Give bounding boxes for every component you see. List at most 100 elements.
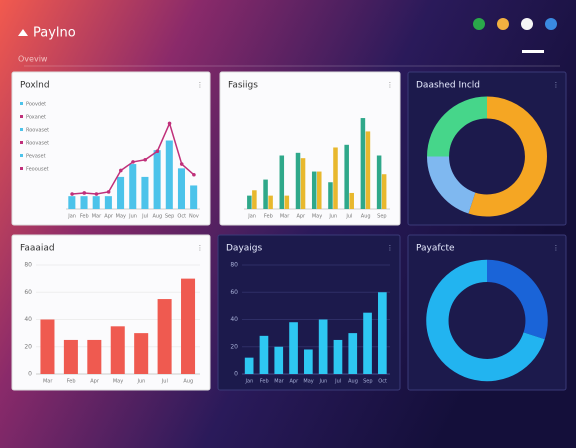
- y-tick-label: 40: [230, 316, 238, 323]
- panel-title: Poxlnd: [20, 81, 50, 91]
- x-tick-label: Jan: [67, 214, 76, 220]
- x-tick-label: Jun: [137, 379, 146, 385]
- legend-label: Pevaset: [26, 154, 46, 160]
- line-point: [179, 162, 184, 166]
- bar: [274, 346, 284, 374]
- x-tick-label: Jun: [328, 214, 337, 220]
- line-point: [94, 192, 99, 196]
- legend-label: Poxanet: [26, 115, 46, 121]
- y-tick-label: 60: [230, 289, 238, 296]
- bar: [363, 312, 372, 374]
- x-tick-label: Jul: [141, 214, 148, 220]
- x-tick-label: Mar: [280, 214, 290, 220]
- bar: [129, 164, 137, 209]
- y-tick-label: 40: [24, 316, 32, 323]
- legend-swatch: [20, 141, 23, 144]
- x-tick-label: Sep: [165, 214, 174, 220]
- bar: [333, 147, 338, 209]
- legend-swatch: [20, 115, 23, 118]
- y-tick-label: 20: [24, 343, 32, 350]
- x-tick-label: Aug: [152, 214, 162, 220]
- x-tick-label: Oct: [177, 214, 186, 220]
- legend-label: Feoouset: [26, 167, 49, 173]
- bar: [328, 182, 333, 209]
- bar: [141, 176, 149, 209]
- legend-swatch: [20, 167, 23, 170]
- x-tick-label: Apr: [90, 379, 100, 385]
- bar: [92, 196, 100, 209]
- line-point: [106, 190, 111, 194]
- icon[interactable]: [545, 18, 557, 30]
- x-tick-label: Aug: [361, 214, 371, 220]
- bar: [110, 326, 125, 374]
- y-tick-label: 20: [230, 343, 238, 350]
- bar: [117, 176, 125, 209]
- bar: [317, 171, 322, 209]
- line-point: [70, 192, 74, 196]
- bar: [365, 131, 371, 209]
- x-tick-label: Nov: [189, 214, 199, 220]
- x-tick-label: May: [116, 214, 126, 220]
- x-tick-label: Aug: [348, 379, 358, 385]
- toggle[interactable]: [522, 50, 544, 53]
- y-tick-label: 80: [230, 262, 238, 269]
- x-tick-label: Aug: [183, 379, 193, 385]
- bar: [289, 322, 298, 374]
- donut-segment: [468, 96, 547, 217]
- x-tick-label: Apr: [289, 379, 299, 385]
- x-tick-label: Mar: [274, 379, 284, 385]
- x-tick-label: Jun: [318, 379, 327, 385]
- menu-icon: ⋮: [197, 244, 204, 252]
- donut-segment: [486, 259, 548, 340]
- legend-swatch: [20, 102, 23, 105]
- x-tick-label: Feb: [80, 214, 89, 220]
- x-tick-label: Jan: [245, 379, 254, 385]
- menu-icon: ⋮: [553, 244, 560, 252]
- line-point: [143, 157, 147, 162]
- legend-label: Roovaset: [26, 141, 49, 147]
- bar: [165, 140, 173, 209]
- x-tick-label: Sep: [363, 379, 372, 385]
- bar: [378, 292, 387, 374]
- panel: [219, 71, 401, 226]
- icon[interactable]: [497, 18, 509, 30]
- menu-icon: ⋮: [553, 81, 560, 89]
- y-tick-label: 80: [24, 262, 32, 269]
- y-tick-label: 0: [28, 371, 32, 378]
- legend-label: Roovaset: [26, 128, 49, 134]
- line-point: [82, 191, 87, 195]
- x-tick-label: Jul: [345, 214, 352, 220]
- x-tick-label: Mar: [43, 379, 53, 385]
- bar: [284, 195, 290, 209]
- x-tick-label: May: [312, 214, 322, 220]
- donut-segment: [426, 259, 545, 382]
- x-tick-label: Jul: [334, 379, 341, 385]
- legend-swatch: [20, 154, 23, 157]
- x-tick-label: Jan: [247, 214, 256, 220]
- bar: [376, 155, 382, 209]
- bar: [190, 185, 198, 209]
- bar: [263, 179, 268, 209]
- icon[interactable]: [473, 18, 485, 30]
- x-tick-label: May: [113, 379, 123, 385]
- bar: [344, 144, 349, 209]
- bar: [63, 339, 78, 374]
- bar: [80, 196, 88, 209]
- bar: [177, 168, 186, 209]
- bar: [259, 335, 269, 374]
- panel-title: Faaaiad: [20, 244, 55, 254]
- line-point: [155, 149, 160, 154]
- line-point: [131, 160, 135, 164]
- bar: [40, 319, 55, 374]
- bar: [360, 118, 366, 209]
- x-tick-label: Sep: [377, 214, 386, 220]
- bar: [244, 357, 254, 374]
- bar: [87, 339, 102, 374]
- icon[interactable]: [521, 18, 533, 30]
- subtitle: Oveviw: [18, 55, 48, 64]
- x-tick-label: Jul: [161, 379, 168, 385]
- panel-title: Dayaigs: [226, 244, 263, 254]
- bar: [252, 190, 257, 209]
- bar: [153, 150, 161, 209]
